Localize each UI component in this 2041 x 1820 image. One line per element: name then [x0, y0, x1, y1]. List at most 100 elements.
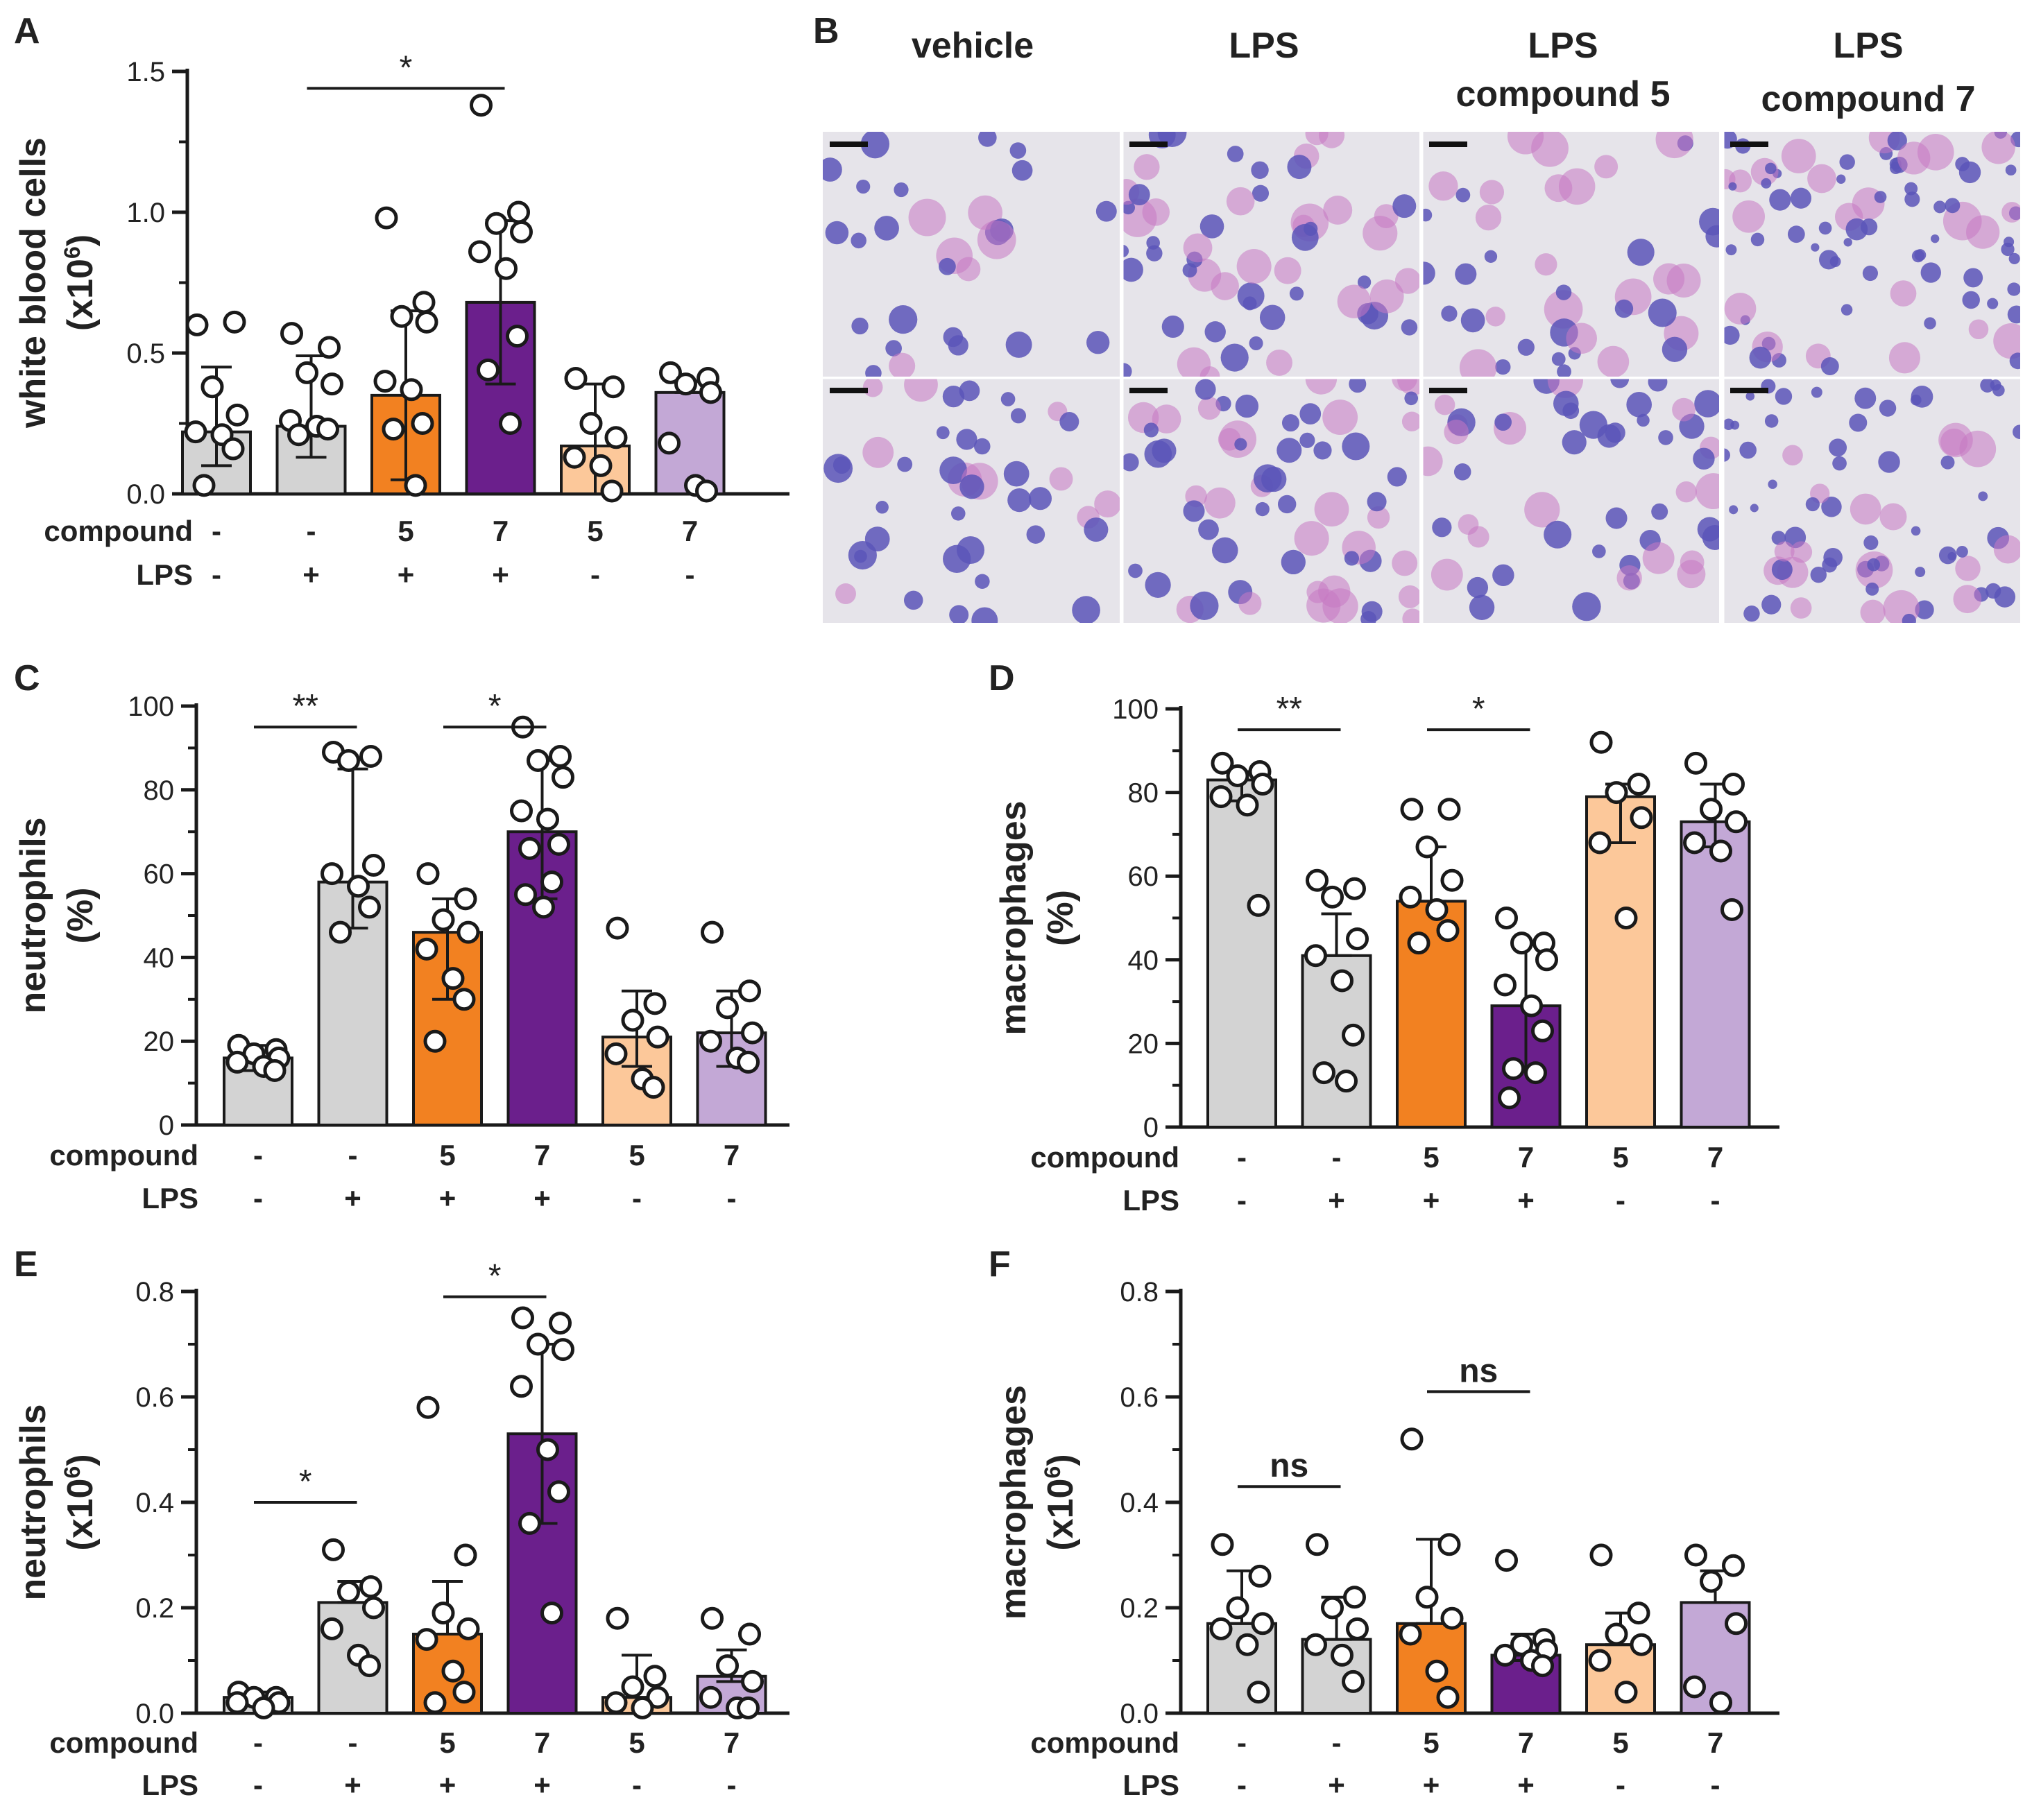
y-unit-text: (x10 — [60, 259, 101, 331]
cell — [1694, 390, 1719, 418]
cell — [1955, 556, 1981, 581]
significance-label: * — [299, 1463, 312, 1500]
cell — [1485, 307, 1505, 327]
data-point — [716, 996, 739, 1020]
data-point — [699, 1685, 722, 1709]
cell — [1680, 550, 1705, 575]
data-point — [337, 1580, 360, 1604]
cell — [1304, 221, 1318, 237]
y-unit-sup: 6 — [60, 246, 85, 259]
lps-value: + — [1328, 1184, 1345, 1217]
micrograph-image — [1422, 132, 1719, 377]
cell — [1605, 422, 1625, 443]
data-point — [737, 1050, 760, 1074]
cell — [1693, 447, 1715, 470]
cell — [1199, 366, 1220, 377]
row-label-lps: LPS — [142, 1769, 198, 1801]
data-point — [423, 1691, 447, 1715]
cell — [1553, 390, 1579, 417]
data-point — [1306, 1533, 1329, 1556]
cell — [1220, 343, 1249, 372]
cell — [1705, 225, 1719, 248]
y-unit-text: (%) — [1041, 890, 1081, 946]
significance-label: ns — [1270, 1448, 1308, 1484]
bar-group — [1585, 1543, 1656, 1715]
cell — [1931, 234, 1940, 243]
data-point — [322, 1538, 345, 1561]
data-point — [1495, 1549, 1518, 1572]
cell — [1028, 487, 1052, 510]
data-point — [1720, 898, 1743, 921]
row-label-compound: compound — [1030, 1141, 1179, 1174]
cell — [1204, 321, 1226, 343]
y-tick-label: 1.5 — [126, 57, 165, 87]
data-point — [223, 310, 246, 334]
data-point — [737, 1696, 760, 1719]
data-point — [1342, 1669, 1365, 1693]
data-point — [441, 967, 465, 990]
data-point — [1524, 1061, 1547, 1085]
cell — [851, 317, 869, 335]
cell — [1655, 132, 1693, 159]
lps-value: - — [632, 1182, 642, 1214]
data-point — [415, 310, 438, 334]
data-point — [514, 883, 537, 907]
cell — [1000, 392, 1016, 406]
cell — [1134, 154, 1160, 180]
cell — [1723, 448, 1730, 462]
cell — [1787, 225, 1805, 243]
data-point — [477, 358, 499, 381]
y-axis-label: white blood cells — [13, 137, 53, 429]
cell — [1897, 141, 1931, 175]
bar-group — [506, 1306, 578, 1715]
cell — [1274, 257, 1301, 284]
significance-label: ** — [293, 688, 318, 725]
y-axis-label: neutrophils — [13, 817, 53, 1013]
data-point — [1437, 798, 1461, 821]
cell — [1839, 154, 1855, 170]
cell — [1495, 359, 1511, 375]
y-axis-unit: (%) — [1041, 890, 1081, 946]
cell — [2001, 202, 2020, 223]
data-point — [606, 1606, 629, 1630]
panel-label-f: F — [989, 1244, 1011, 1285]
cell — [1566, 323, 1597, 354]
lps-value: - — [1711, 1184, 1720, 1217]
y-tick-label: 0.6 — [135, 1382, 174, 1413]
cell — [1392, 550, 1418, 576]
cell — [1597, 345, 1630, 377]
row-label-lps: LPS — [142, 1182, 198, 1214]
micrograph-image — [823, 132, 1120, 377]
bar-group — [1680, 751, 1751, 1129]
bar-group — [465, 94, 536, 495]
micro-col-subtitle: compound 7 — [1761, 79, 1975, 119]
row-label-compound: compound — [44, 515, 193, 547]
cell — [1579, 411, 1607, 439]
cell — [1890, 280, 1917, 307]
cell — [1005, 331, 1032, 358]
data-point — [1700, 798, 1723, 821]
data-point — [579, 412, 603, 435]
cell — [1479, 180, 1505, 205]
data-point — [1605, 781, 1628, 805]
data-point — [701, 1606, 724, 1630]
data-point — [527, 749, 549, 773]
data-point — [375, 206, 398, 230]
data-point — [1725, 1612, 1748, 1636]
cell — [1675, 481, 1697, 503]
bar-group — [1490, 1549, 1562, 1715]
cell — [1849, 413, 1868, 432]
y-tick-label: 0.0 — [135, 1699, 174, 1729]
cell — [2005, 164, 2017, 176]
lps-value: + — [533, 1769, 551, 1801]
cell — [1195, 379, 1216, 400]
y-tick-label: 20 — [1128, 1029, 1159, 1059]
cell — [1860, 599, 1886, 623]
cell — [1294, 521, 1329, 556]
data-point — [1510, 1633, 1533, 1656]
compound-value: 5 — [439, 1726, 455, 1759]
data-point — [741, 1021, 764, 1045]
cell — [1637, 413, 1650, 427]
cell — [1492, 564, 1514, 587]
data-point — [1498, 1086, 1521, 1110]
